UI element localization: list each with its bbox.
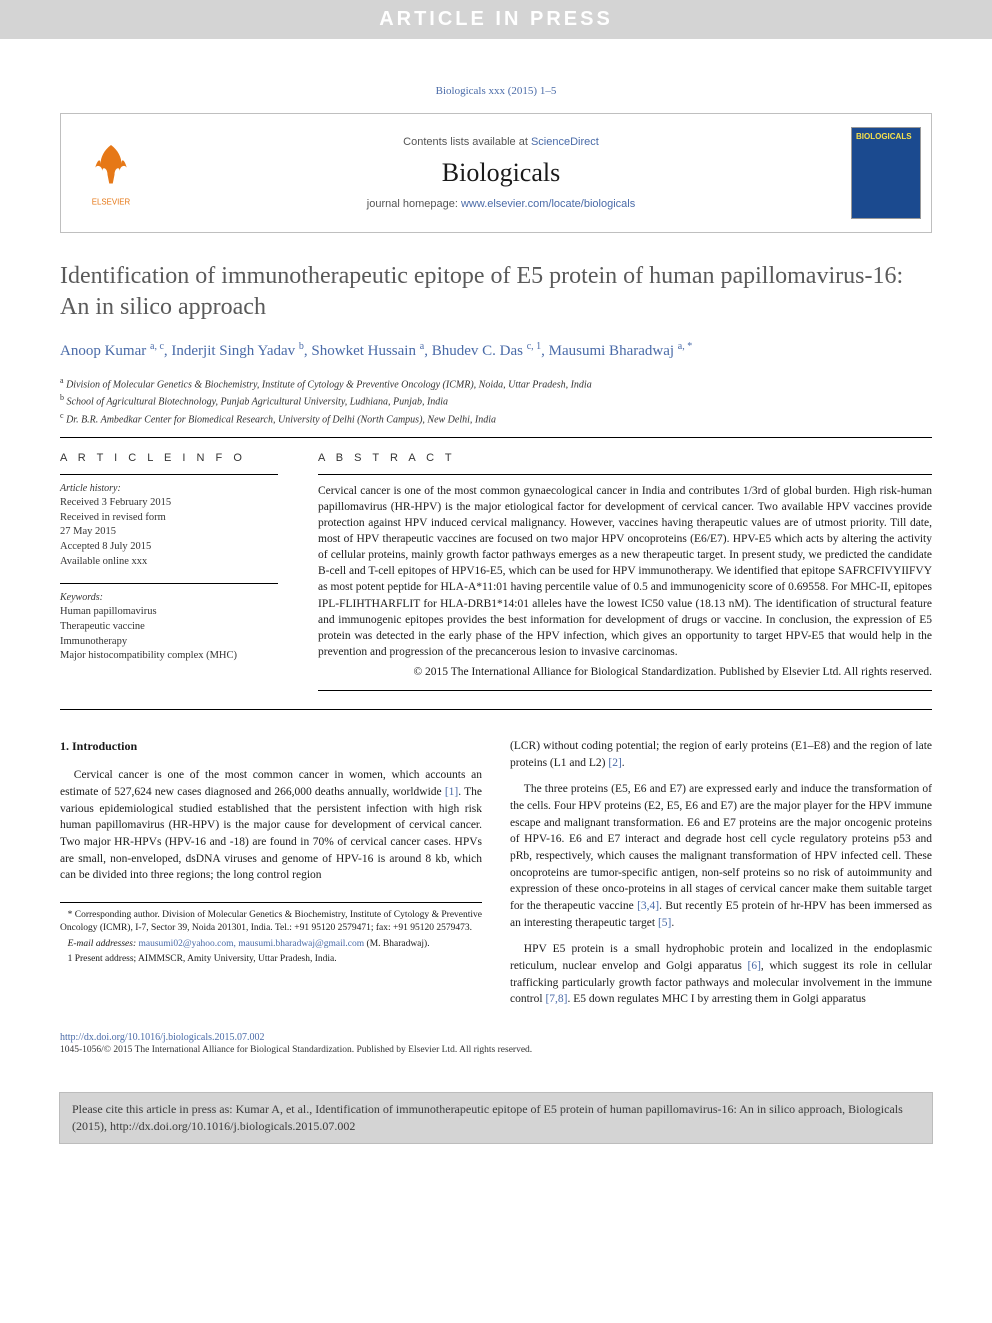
journal-header: ELSEVIER Contents lists available at Sci… [60,113,932,233]
history-label: Article history: [60,483,278,494]
author[interactable]: Mausumi Bharadwaj a, * [549,343,693,359]
body-paragraph: (LCR) without coding potential; the regi… [510,738,932,771]
abstract-heading: A B S T R A C T [318,452,932,464]
email-label: E-mail addresses: [68,939,137,949]
corresponding-footnote: * Corresponding author. Division of Mole… [60,909,482,936]
body-paragraph: Cervical cancer is one of the most commo… [60,767,482,884]
keywords: Keywords: Human papillomavirus Therapeut… [60,592,278,664]
divider [318,474,932,475]
divider [60,583,278,584]
ref-link[interactable]: [3,4] [637,900,659,912]
abstract-copyright: © 2015 The International Alliance for Bi… [318,664,932,680]
ref-link[interactable]: [1] [445,786,458,798]
history-line: Accepted 8 July 2015 [60,540,278,555]
email-footnote: E-mail addresses: mausumi02@yahoo.com, m… [60,938,482,951]
divider [60,474,278,475]
page-content: Biologicals xxx (2015) 1–5 ELSEVIER Cont… [0,39,992,1075]
citation-box: Please cite this article in press as: Ku… [60,1093,932,1143]
journal-cover: BIOLOGICALS [841,114,931,232]
footnotes: * Corresponding author. Division of Mole… [60,902,482,966]
right-column: (LCR) without coding potential; the regi… [510,738,932,1018]
abstract-text: Cervical cancer is one of the most commo… [318,483,932,660]
divider [60,437,932,438]
history-line: Available online xxx [60,555,278,570]
publisher-logo: ELSEVIER [61,114,161,232]
history-line: Received 3 February 2015 [60,496,278,511]
history-line: 27 May 2015 [60,525,278,540]
body-paragraph: The three proteins (E5, E6 and E7) are e… [510,781,932,931]
keyword: Therapeutic vaccine [60,620,278,635]
left-column: 1. Introduction Cervical cancer is one o… [60,738,482,1018]
author[interactable]: Inderjit Singh Yadav b [171,343,304,359]
authors-list: Anoop Kumar a, c, Inderjit Singh Yadav b… [60,339,932,363]
header-citation: Biologicals xxx (2015) 1–5 [60,85,932,97]
homepage-prefix: journal homepage: [367,198,461,210]
email-tail: (M. Bharadwaj). [367,939,430,949]
divider [318,690,932,691]
keywords-label: Keywords: [60,592,278,603]
article-history: Article history: Received 3 February 201… [60,483,278,569]
journal-name: Biologicals [442,158,560,188]
cover-thumbnail: BIOLOGICALS [851,127,921,219]
info-abstract-row: A R T I C L E I N F O Article history: R… [60,452,932,699]
article-info-heading: A R T I C L E I N F O [60,452,278,464]
elsevier-tree-icon: ELSEVIER [81,138,141,208]
keyword: Major histocompatibility complex (MHC) [60,649,278,664]
author[interactable]: Anoop Kumar a, c [60,343,164,359]
keyword: Human papillomavirus [60,605,278,620]
ref-link[interactable]: [5] [658,917,671,929]
email-link[interactable]: mausumi02@yahoo.com, mausumi.bharadwaj@g… [138,939,364,949]
author[interactable]: Bhudev C. Das c, 1 [432,343,541,359]
affiliation: b School of Agricultural Biotechnology, … [60,392,932,409]
affiliation: c Dr. B.R. Ambedkar Center for Biomedica… [60,410,932,427]
ref-link[interactable]: [2] [608,757,621,769]
present-address-footnote: 1 Present address; AIMMSCR, Amity Univer… [60,953,482,966]
abstract-column: A B S T R A C T Cervical cancer is one o… [318,452,932,699]
ref-link[interactable]: [6] [747,960,760,972]
contents-available: Contents lists available at ScienceDirec… [403,136,599,148]
affiliations: a Division of Molecular Genetics & Bioch… [60,375,932,427]
homepage-link[interactable]: www.elsevier.com/locate/biologicals [461,198,635,210]
article-title: Identification of immunotherapeutic epit… [60,261,932,323]
author[interactable]: Showket Hussain a [311,343,424,359]
body-two-columns: 1. Introduction Cervical cancer is one o… [60,738,932,1018]
affiliation: a Division of Molecular Genetics & Bioch… [60,375,932,392]
publisher-label: ELSEVIER [92,198,131,207]
divider [60,709,932,710]
ref-link[interactable]: [7,8] [545,993,567,1005]
section-heading: 1. Introduction [60,738,482,755]
body-paragraph: HPV E5 protein is a small hydrophobic pr… [510,941,932,1008]
history-line: Received in revised form [60,511,278,526]
doi-link[interactable]: http://dx.doi.org/10.1016/j.biologicals.… [60,1032,265,1043]
doi-block: http://dx.doi.org/10.1016/j.biologicals.… [60,1032,932,1055]
sciencedirect-link[interactable]: ScienceDirect [531,136,599,148]
contents-prefix: Contents lists available at [403,136,531,148]
header-center: Contents lists available at ScienceDirec… [161,114,841,232]
issn-copyright: 1045-1056/© 2015 The International Allia… [60,1045,932,1055]
in-press-banner: ARTICLE IN PRESS [0,0,992,39]
article-info-column: A R T I C L E I N F O Article history: R… [60,452,278,699]
keyword: Immunotherapy [60,635,278,650]
journal-homepage: journal homepage: www.elsevier.com/locat… [367,198,635,210]
cover-title: BIOLOGICALS [856,132,916,141]
